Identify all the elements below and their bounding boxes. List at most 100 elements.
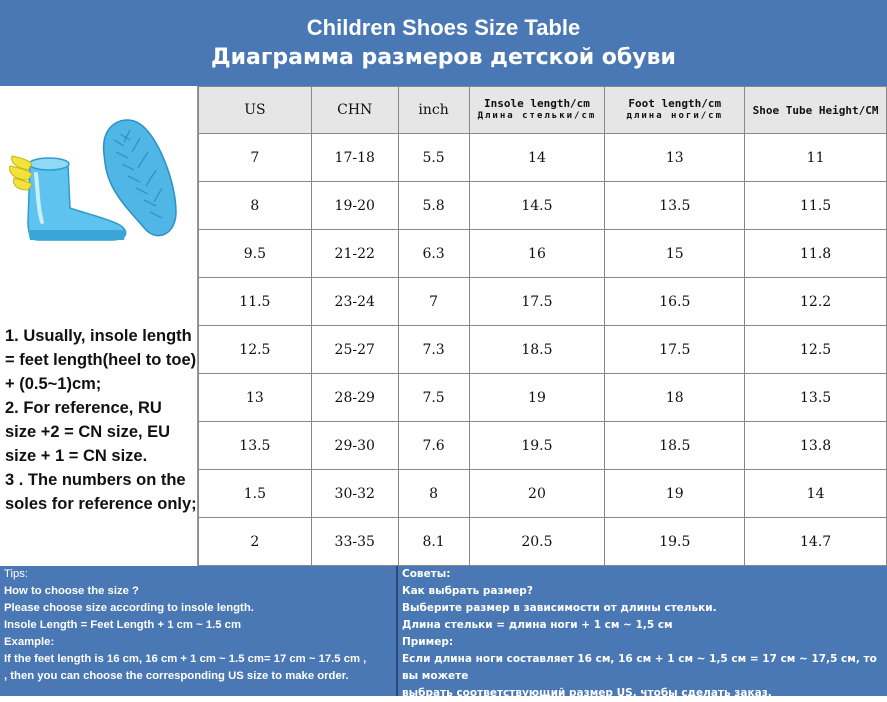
cell-us: 7 [198, 133, 312, 182]
cell-chn: 23-24 [310, 277, 399, 326]
left-panel: 1. Usually, insole length = feet length(… [0, 86, 198, 566]
cell-insole: 14.5 [468, 181, 606, 230]
cell-us: 11.5 [198, 277, 312, 326]
cell-us: 9.5 [198, 229, 312, 278]
cell-inch: 7.6 [397, 421, 470, 470]
header-insole: Insole length/cm Длина стельки/cm [468, 86, 606, 134]
table-row: 9.5 21-22 6.3 16 15 11.8 [198, 229, 887, 278]
cell-inch: 8 [397, 469, 470, 518]
cell-tube: 12.2 [744, 277, 887, 326]
tips-en-line: Tips: [4, 568, 29, 580]
cell-tube: 13.5 [744, 373, 887, 422]
cell-insole: 17.5 [468, 277, 606, 326]
size-notes: 1. Usually, insole length = feet length(… [5, 324, 197, 516]
tips-ru-line: Если длина ноги составляет 16 см, 16 см … [402, 653, 877, 682]
tips-ru-line: Советы: [402, 568, 451, 580]
title-russian: Диаграмма размеров детской обуви [211, 45, 676, 70]
cell-chn: 33-35 [310, 517, 399, 566]
cell-us: 13 [198, 373, 312, 422]
cell-foot: 18.5 [604, 421, 746, 470]
cell-chn: 17-18 [310, 133, 399, 182]
tips-en-line: Please choose size according to insole l… [4, 602, 254, 614]
cell-inch: 7 [397, 277, 470, 326]
note-2: 2. For reference, RU size +2 = CN size, … [5, 399, 171, 465]
header-chn: CHN [310, 86, 399, 134]
cell-chn: 19-20 [310, 181, 399, 230]
header-tube: Shoe Tube Height/CM [744, 86, 887, 134]
cell-tube: 11.8 [744, 229, 887, 278]
table-row: 13.5 29-30 7.6 19.5 18.5 13.8 [198, 421, 887, 470]
cell-tube: 14.7 [744, 517, 887, 566]
tips-en-line: Insole Length = Feet Length + 1 cm ~ 1.5… [4, 619, 241, 631]
header-foot-en: Foot length/cm [628, 97, 722, 110]
tips-ru-line: Пример: [402, 636, 454, 648]
cell-foot: 16.5 [604, 277, 746, 326]
note-1: 1. Usually, insole length = feet length(… [5, 327, 197, 393]
tips-en-line: If the feet length is 16 cm, 16 cm + 1 c… [4, 653, 367, 665]
cell-inch: 5.5 [397, 133, 470, 182]
cell-insole: 20 [468, 469, 606, 518]
cell-tube: 14 [744, 469, 887, 518]
cell-tube: 11.5 [744, 181, 887, 230]
tips-english: Tips: How to choose the size ? Please ch… [0, 566, 398, 696]
cell-tube: 12.5 [744, 325, 887, 374]
header-inch: inch [397, 86, 470, 134]
boot-sole-icon [102, 119, 177, 237]
cell-insole: 19.5 [468, 421, 606, 470]
boot-body-icon [27, 157, 127, 241]
cell-foot: 18 [604, 373, 746, 422]
cell-us: 1.5 [198, 469, 312, 518]
header-insole-ru: Длина стельки/cm [477, 111, 597, 121]
cell-us: 12.5 [198, 325, 312, 374]
cell-foot: 19.5 [604, 517, 746, 566]
cell-foot: 13 [604, 133, 746, 182]
tips-ru-line: Выберите размер в зависимости от длины с… [402, 602, 717, 614]
tips-ru-line: Длина стельки = длина ноги + 1 см ~ 1,5 … [402, 619, 673, 631]
cell-foot: 13.5 [604, 181, 746, 230]
header-foot: Foot length/cm длина ноги/cm [604, 86, 746, 134]
tips-ru-line: Как выбрать размер? [402, 585, 533, 597]
tips-en-line: , then you can choose the corresponding … [4, 670, 349, 682]
cell-insole: 14 [468, 133, 606, 182]
table-row: 1.5 30-32 8 20 19 14 [198, 469, 887, 518]
table-row: 12.5 25-27 7.3 18.5 17.5 12.5 [198, 325, 887, 374]
cell-chn: 21-22 [310, 229, 399, 278]
table-row: 2 33-35 8.1 20.5 19.5 14.7 [198, 517, 887, 566]
title-english: Children Shoes Size Table [306, 15, 581, 40]
cell-foot: 19 [604, 469, 746, 518]
size-table: US CHN inch Insole length/cm Длина стель… [198, 86, 887, 566]
header-us: US [198, 86, 312, 134]
cell-insole: 18.5 [468, 325, 606, 374]
cell-inch: 7.3 [397, 325, 470, 374]
cell-inch: 6.3 [397, 229, 470, 278]
note-3: 3 . The numbers on the soles for referen… [5, 471, 197, 513]
cell-insole: 19 [468, 373, 606, 422]
table-header-row: US CHN inch Insole length/cm Длина стель… [198, 86, 887, 134]
cell-inch: 8.1 [397, 517, 470, 566]
rain-boot-image [9, 119, 177, 241]
header-foot-ru: длина ноги/cm [626, 111, 723, 121]
title-banner: Children Shoes Size Table Диаграмма разм… [0, 0, 887, 86]
tips-en-line: Example: [4, 636, 55, 648]
cell-inch: 5.8 [397, 181, 470, 230]
cell-inch: 7.5 [397, 373, 470, 422]
table-row: 13 28-29 7.5 19 18 13.5 [198, 373, 887, 422]
cell-insole: 16 [468, 229, 606, 278]
cell-chn: 29-30 [310, 421, 399, 470]
cell-tube: 11 [744, 133, 887, 182]
cell-chn: 28-29 [310, 373, 399, 422]
table-row: 7 17-18 5.5 14 13 11 [198, 133, 887, 182]
cell-us: 13.5 [198, 421, 312, 470]
header-insole-en: Insole length/cm [483, 97, 590, 110]
tips-ru-line: выбрать соответствующий размер US, чтобы… [402, 687, 772, 699]
tips-russian: Советы: Как выбрать размер? Выберите раз… [398, 566, 887, 699]
table-row: 8 19-20 5.8 14.5 13.5 11.5 [198, 181, 887, 230]
cell-insole: 20.5 [468, 517, 606, 566]
boot-wing-icon [9, 155, 33, 191]
cell-chn: 30-32 [310, 469, 399, 518]
cell-us: 8 [198, 181, 312, 230]
cell-foot: 17.5 [604, 325, 746, 374]
table-row: 11.5 23-24 7 17.5 16.5 12.2 [198, 277, 887, 326]
cell-chn: 25-27 [310, 325, 399, 374]
